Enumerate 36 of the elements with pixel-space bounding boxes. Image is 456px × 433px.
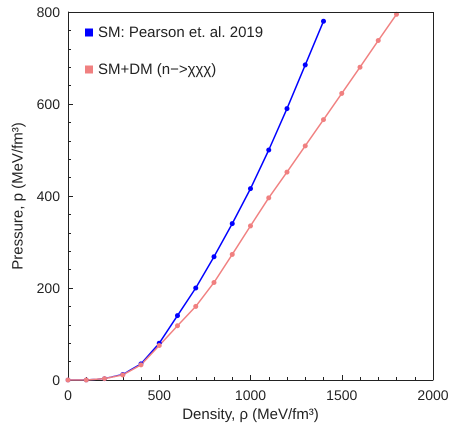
point [376,38,381,44]
point [193,286,198,290]
legend-label: SM+DM (n−>χχχ) [98,61,216,78]
point [230,221,235,226]
point [156,343,162,348]
point [339,90,344,96]
point [212,254,216,260]
x-tick-label: 2000 [417,387,449,403]
point [284,106,290,112]
point [358,64,362,70]
point [248,223,253,228]
point [175,313,180,318]
point [302,143,308,148]
point [302,62,308,68]
y-tick-label: 400 [36,188,60,204]
y-tick-label: 200 [36,280,60,296]
y-axis-title: Pressure, p (MeV/fm³) [10,122,27,270]
y-tick-label: 600 [36,96,60,112]
x-tick-label: 0 [64,387,72,403]
y-tick-label: 0 [52,372,60,388]
x-tick-label: 1000 [234,387,266,403]
point [321,117,326,122]
x-axis-title: Density, ρ (MeV/fm³) [182,406,319,423]
point [230,252,235,257]
point [284,170,290,175]
point [212,280,216,285]
point [248,186,253,192]
point [175,323,180,328]
point [266,195,272,200]
point [193,304,198,309]
point [266,148,272,152]
x-tick-label: 1500 [326,387,358,403]
x-tick-label: 500 [148,387,172,403]
legend-label: SM: Pearson et. al. 2019 [98,24,264,41]
y-tick-label: 800 [36,4,60,20]
point [321,18,326,24]
